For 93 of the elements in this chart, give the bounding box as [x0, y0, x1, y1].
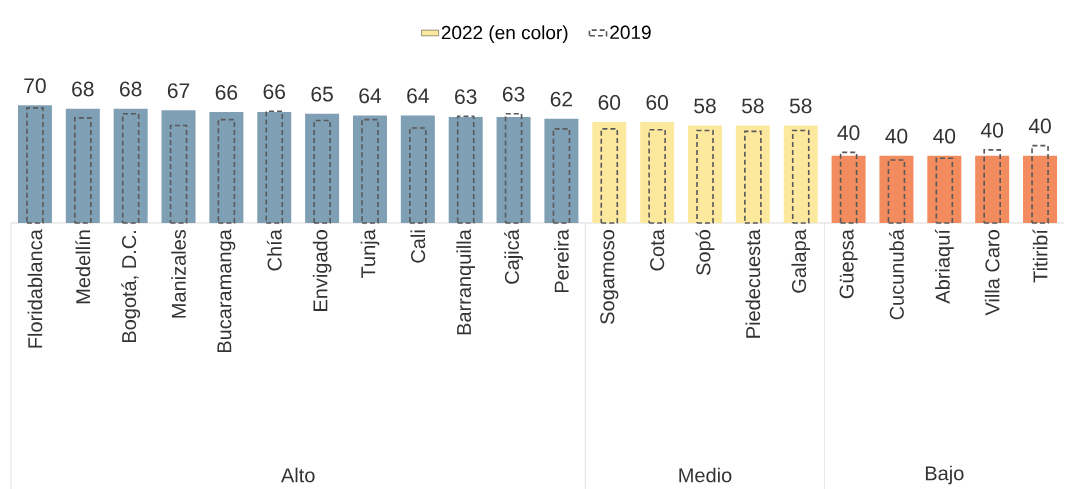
bar — [975, 155, 1010, 223]
bar — [735, 125, 770, 223]
bar — [600, 128, 619, 224]
data-label: 40 — [933, 128, 956, 144]
data-label: 62 — [550, 91, 573, 107]
x-tick-label: Cajicá — [504, 229, 523, 284]
x-tick-label: Piedecuesta — [745, 229, 761, 338]
x-tick-label: Titiribí — [1032, 229, 1048, 283]
data-label: 60 — [646, 95, 668, 110]
text: Alto — [280, 467, 315, 483]
bar — [313, 119, 331, 224]
bar — [65, 108, 100, 223]
bar — [744, 130, 762, 224]
bar — [361, 118, 379, 224]
bar — [552, 128, 571, 224]
data-label: 60 — [598, 95, 621, 110]
bar — [504, 112, 523, 224]
data-label: 63 — [455, 89, 477, 105]
bar — [879, 155, 914, 223]
data-label: 68 — [72, 81, 94, 97]
text: Bajo — [925, 465, 964, 485]
text: Medio — [679, 467, 732, 483]
data-label: 58 — [742, 98, 764, 114]
bar — [74, 117, 92, 224]
x-tick-label: Sogamoso — [600, 230, 619, 324]
data-label: 40 — [980, 122, 1004, 138]
x-tick-label: Barranquilla — [456, 229, 476, 335]
bar — [169, 124, 188, 224]
x-tick-label: Medellín — [75, 230, 91, 304]
bar — [688, 125, 723, 223]
data-label: 58 — [694, 98, 716, 114]
bar — [1031, 144, 1049, 224]
bar — [409, 127, 427, 224]
data-label: 70 — [24, 78, 46, 94]
bar — [935, 157, 954, 224]
data-label: 66 — [215, 84, 238, 100]
bar — [305, 113, 340, 223]
data-label: 65 — [311, 86, 333, 102]
bar — [161, 110, 196, 223]
x-tick-label: Bucaramanga — [217, 229, 236, 353]
data-label: 68 — [120, 81, 142, 97]
bar — [927, 155, 962, 223]
bar — [217, 118, 236, 224]
bar — [640, 122, 675, 223]
bar — [791, 129, 810, 224]
x-tick-label: Cota — [650, 229, 665, 271]
bar — [121, 112, 140, 224]
bar — [448, 117, 483, 223]
x-tick-label: Bogotá, D.C. — [121, 231, 141, 343]
x-tick-label: Cali — [410, 230, 426, 263]
bar — [839, 151, 858, 224]
x-tick-label: Pereira — [554, 229, 569, 293]
bar — [983, 149, 1001, 224]
x-tick-label: Sopó — [695, 230, 715, 275]
data-label: 64 — [359, 88, 382, 104]
data-label: 40 — [1028, 118, 1051, 134]
bar — [265, 110, 284, 224]
legend-label: 2019 — [610, 25, 651, 40]
legend-label: 2022 (en color) — [441, 25, 568, 44]
data-label: 40 — [837, 125, 860, 141]
data-label: 64 — [407, 88, 429, 104]
bar — [26, 107, 44, 224]
bar — [831, 155, 866, 223]
bar — [783, 125, 818, 223]
bar — [648, 128, 666, 224]
bar — [1023, 155, 1058, 223]
x-tick-label: Villa Caro — [984, 230, 1000, 316]
x-tick-label: Envigado — [312, 230, 332, 311]
bar — [257, 112, 292, 223]
bar — [592, 122, 627, 223]
bar — [544, 118, 579, 223]
bar — [456, 115, 475, 224]
bar — [17, 105, 52, 223]
data-label: 40 — [885, 128, 908, 144]
bar — [496, 117, 531, 223]
x-tick-label: Güepsa — [839, 229, 858, 299]
bar — [113, 108, 148, 223]
bar — [696, 129, 714, 224]
bar — [352, 115, 387, 223]
data-label: 66 — [263, 84, 286, 99]
x-tick-label: Floridablanca — [27, 229, 43, 348]
bar — [400, 115, 435, 223]
data-label: 58 — [789, 98, 812, 114]
x-tick-label: Chía — [266, 229, 282, 271]
data-label: 67 — [167, 83, 190, 99]
data-label: 63 — [502, 86, 525, 102]
x-tick-label: Abriaquí — [934, 229, 954, 304]
x-tick-label: Cucunubá — [888, 229, 904, 320]
x-tick-label: Tunja — [360, 229, 380, 279]
bar — [887, 159, 906, 224]
bar — [209, 112, 244, 223]
x-tick-label: Manizales — [171, 229, 186, 318]
x-tick-label: Galapa — [791, 229, 811, 293]
